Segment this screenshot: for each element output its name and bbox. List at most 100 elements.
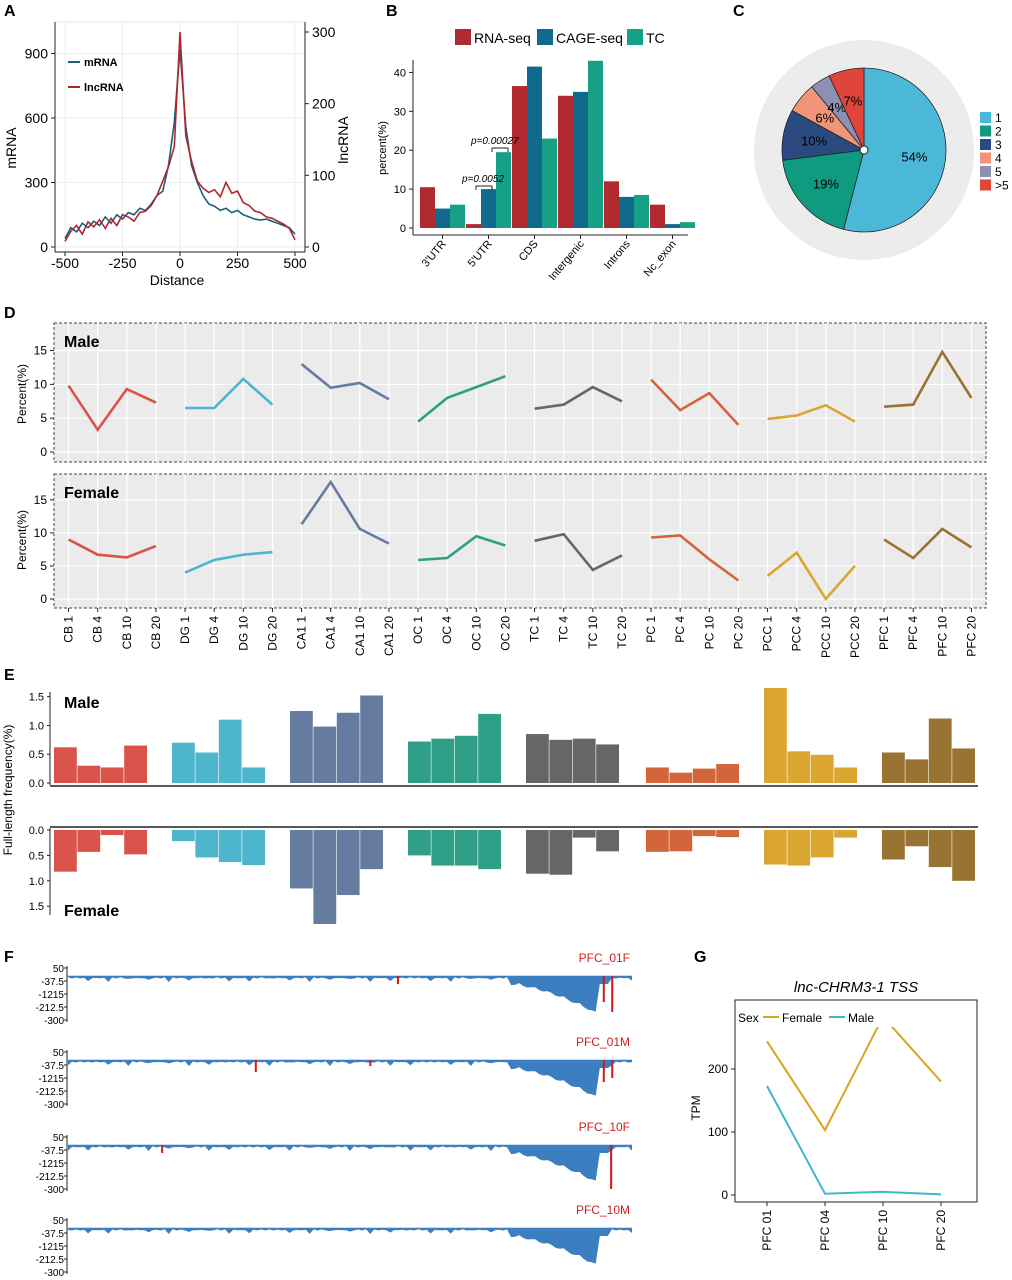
bar-e-female-17 bbox=[549, 830, 573, 875]
bar-e-male-15 bbox=[478, 713, 501, 783]
legend-label-c-4: 5 bbox=[995, 165, 1002, 179]
xtick-label-d-11: CA1 20 bbox=[382, 616, 396, 656]
legend-label-c-2: 3 bbox=[995, 138, 1002, 152]
xtick-label-b-2: CDS bbox=[517, 238, 541, 264]
ytick-label-a-3: 900 bbox=[25, 46, 49, 62]
bar-e-female-20 bbox=[646, 830, 669, 852]
bar-e-male-12 bbox=[408, 741, 431, 783]
xtick-label-d-12: OC 1 bbox=[411, 616, 425, 644]
track-signal-2 bbox=[68, 1145, 632, 1181]
bar-e-female-16 bbox=[526, 830, 549, 874]
xtick-label-d-18: TC 10 bbox=[586, 616, 600, 649]
pie-slice-5 bbox=[828, 67, 865, 151]
facet-bg-d-male bbox=[53, 322, 987, 463]
bar-e-female-3 bbox=[124, 830, 147, 855]
legend-swatch-c-1 bbox=[980, 125, 991, 137]
ytick-label-b-0: 0 bbox=[400, 223, 406, 235]
bar-b-4-1 bbox=[619, 196, 634, 228]
xtick-label-d-5: DG 4 bbox=[207, 616, 221, 644]
line-d-female-PFC bbox=[883, 527, 973, 560]
bar-e-male-28 bbox=[882, 752, 905, 783]
bar-e-female-27 bbox=[834, 830, 857, 838]
xtick-label-d-0: CB 1 bbox=[62, 616, 76, 643]
ytick-label-d-male-2: 10 bbox=[34, 377, 48, 391]
track-tick-1-1: -37.5 bbox=[41, 1061, 64, 1072]
ytick-label-a-0: 0 bbox=[40, 239, 48, 255]
bar-b-1-1 bbox=[481, 189, 496, 228]
line-d-male-CA1 bbox=[300, 363, 390, 401]
bar-e-male-5 bbox=[195, 752, 219, 783]
panel-g-ylabel: TPM bbox=[689, 1095, 703, 1120]
line-d-female-PCC bbox=[766, 550, 856, 602]
track-label-3: PFC_10M bbox=[576, 1203, 630, 1217]
xtick-label-d-20: PC 1 bbox=[644, 616, 658, 643]
xtick-label-b-1: 5'UTR bbox=[466, 238, 495, 269]
panel-g: lnc-CHRM3-1 TSS 0 100 200 PFC 01 PFC 04 PFC … bbox=[689, 979, 978, 1251]
track-tick-1-4: -300 bbox=[44, 1100, 64, 1111]
panel-b-ylabel: percent(%) bbox=[377, 121, 389, 175]
panel-label-c: C bbox=[733, 3, 745, 20]
bar-e-female-25 bbox=[787, 830, 811, 866]
xtick-label-g-2: PFC 10 bbox=[876, 1210, 890, 1251]
bar-b-5-1 bbox=[665, 224, 680, 228]
ytick-label-d-female-3: 15 bbox=[34, 493, 48, 507]
bar-e-female-18 bbox=[572, 830, 596, 838]
y2tick-label-a-2: 200 bbox=[312, 96, 336, 112]
panel-e-ylabel: Full-length frequency(%) bbox=[1, 725, 15, 856]
xtick-label-d-7: DG 20 bbox=[265, 616, 279, 651]
track-label-2: PFC_10F bbox=[579, 1120, 630, 1134]
panel-a: 0 300 600 900 0 100 200 300 -500 -250 0 250 500 Di… bbox=[3, 21, 351, 288]
legend-swatch-c-4 bbox=[980, 166, 991, 177]
bar-e-female-5 bbox=[195, 830, 219, 858]
line-d-male-PCC bbox=[767, 403, 856, 423]
xtick-label-d-23: PC 20 bbox=[731, 616, 745, 650]
track-tick-0-4: -300 bbox=[44, 1016, 64, 1027]
panel-d-female-label: Female bbox=[64, 485, 119, 502]
track-tick-0-1: -37.5 bbox=[41, 977, 64, 988]
bar-e-male-22 bbox=[692, 768, 716, 783]
panel-d-ylabel-male: Percent(%) bbox=[15, 364, 29, 424]
bar-e-female-26 bbox=[810, 830, 834, 858]
line-a-mRNA bbox=[64, 49, 296, 239]
pie-label-5: 7% bbox=[844, 93, 863, 108]
xtick-label-d-17: TC 4 bbox=[557, 616, 571, 642]
bar-e-female-23 bbox=[716, 830, 739, 838]
pvalue-0052: p=0.0052 bbox=[461, 174, 504, 185]
xtick-label-d-15: OC 20 bbox=[498, 616, 512, 651]
bar-e-male-14 bbox=[454, 735, 478, 783]
bar-b-3-0 bbox=[558, 95, 573, 229]
bar-e-female-19 bbox=[596, 830, 619, 852]
xtick-label-g-3: PFC 20 bbox=[934, 1210, 948, 1251]
xtick-label-d-29: PFC 4 bbox=[906, 616, 920, 650]
ytick-label-e-male-1: 0.5 bbox=[29, 749, 44, 761]
bar-e-female-8 bbox=[290, 830, 313, 889]
bar-e-female-13 bbox=[431, 830, 455, 866]
bar-e-male-30 bbox=[928, 718, 952, 783]
xtick-label-d-24: PCC 1 bbox=[761, 616, 775, 652]
bar-e-female-21 bbox=[669, 830, 693, 852]
panel-b: RNA-seq CAGE-seq TC 0 10 20 30 40 3'UTR 5'UTR… bbox=[377, 29, 695, 283]
bar-b-1-2 bbox=[496, 152, 511, 228]
xtick-label-d-31: PFC 20 bbox=[964, 616, 978, 657]
track-tick-3-0: 50 bbox=[53, 1216, 65, 1227]
ytick-label-b-2: 20 bbox=[394, 145, 406, 157]
bar-e-male-7 bbox=[242, 767, 265, 783]
line-d-male-PC bbox=[650, 378, 740, 426]
panel-label-g: G bbox=[694, 949, 706, 966]
pie-label-1: 19% bbox=[813, 177, 839, 192]
xtick-label-d-26: PCC 10 bbox=[819, 616, 833, 658]
panel-f: PFC_01F 50 -37.5 -1215 -212.5 -300 PFC_01M 50 -3… bbox=[36, 951, 632, 1279]
legend-sex-title: Sex bbox=[738, 1011, 759, 1025]
ytick-label-g-1: 100 bbox=[708, 1125, 728, 1139]
track-tick-3-1: -37.5 bbox=[41, 1229, 64, 1240]
track-tick-3-2: -1215 bbox=[38, 1242, 64, 1253]
xtick-label-d-16: TC 1 bbox=[528, 616, 542, 642]
bar-e-male-24 bbox=[764, 688, 787, 783]
bar-b-0-2 bbox=[450, 204, 465, 228]
bar-e-male-18 bbox=[572, 738, 596, 783]
panel-label-f: F bbox=[4, 949, 14, 966]
panel-d-male-label: Male bbox=[64, 334, 100, 351]
pie-label-2: 10% bbox=[801, 134, 827, 149]
track-label-0: PFC_01F bbox=[579, 951, 630, 965]
line-d-female-TC bbox=[534, 532, 623, 572]
